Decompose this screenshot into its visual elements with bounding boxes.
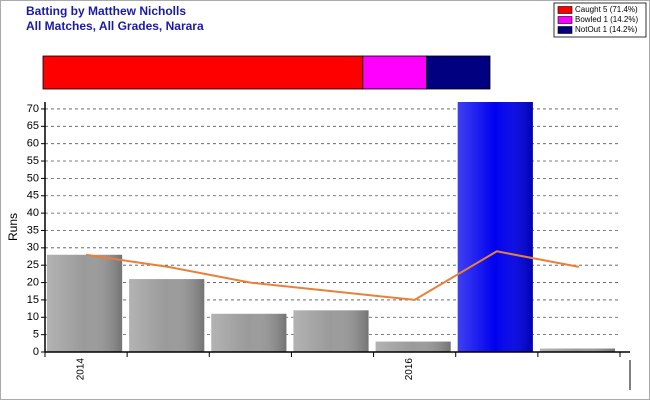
y-tick-label: 45	[27, 190, 39, 202]
y-tick-label: 20	[27, 276, 39, 288]
y-tick-label: 5	[33, 329, 39, 341]
y-tick-label: 10	[27, 311, 39, 323]
x-tick-label: 2016	[404, 358, 415, 381]
legend-label: Bowled 1 (14.2%)	[575, 15, 638, 24]
legend-label: Caught 5 (71.4%)	[575, 5, 638, 14]
average-line	[85, 250, 580, 301]
legend-swatch	[557, 16, 573, 24]
stacked-segment	[362, 55, 427, 90]
bar-shade	[47, 254, 123, 352]
y-tick-label: 25	[27, 259, 39, 271]
bar-shade	[539, 348, 615, 352]
bar-shade	[211, 313, 287, 352]
y-tick-label: 30	[27, 242, 39, 254]
y-tick-label: 15	[27, 294, 39, 306]
y-tick-label: 35	[27, 224, 39, 236]
legend-swatch	[557, 6, 573, 14]
bar-shade	[293, 310, 369, 352]
y-axis-label: Runs	[6, 213, 20, 241]
y-tick-label: 65	[27, 120, 39, 132]
x-tick-label: 2014	[76, 358, 87, 381]
y-tick-label: 40	[27, 207, 39, 219]
y-tick-label: 55	[27, 155, 39, 167]
stacked-segment	[42, 55, 364, 90]
y-tick-label: 50	[27, 172, 39, 184]
y-tick-label: 0	[33, 346, 39, 358]
chart-subtitle: All Matches, All Grades, Narara	[26, 19, 204, 33]
bar-shade	[129, 279, 205, 352]
y-tick-label: 70	[27, 103, 39, 115]
y-tick-label: 60	[27, 138, 39, 150]
stacked-segment	[425, 55, 491, 90]
bar-shade	[457, 102, 533, 352]
legend-swatch	[557, 26, 573, 34]
legend-label: NotOut 1 (14.2%)	[575, 25, 638, 34]
bar-shade	[375, 341, 451, 352]
chart-title: Batting by Matthew Nicholls	[26, 4, 186, 18]
